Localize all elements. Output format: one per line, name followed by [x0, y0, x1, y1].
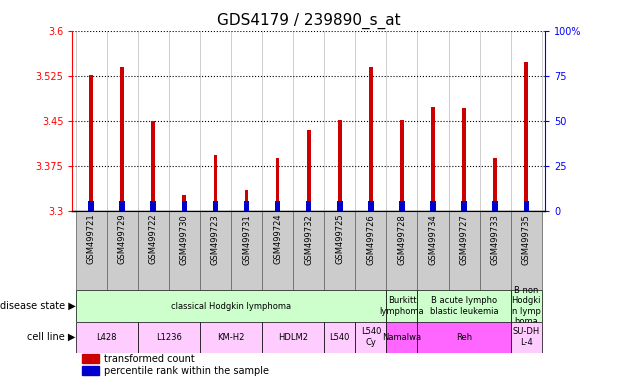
Bar	[493, 159, 497, 212]
Text: GSM499721: GSM499721	[86, 214, 96, 265]
Bar	[200, 212, 231, 290]
Text: GSM499724: GSM499724	[273, 214, 282, 265]
Text: GSM499722: GSM499722	[149, 214, 158, 265]
Bar	[120, 67, 124, 212]
Bar	[151, 200, 156, 212]
Text: L428: L428	[96, 333, 117, 342]
Bar	[138, 321, 200, 353]
Bar	[213, 200, 218, 212]
Bar	[399, 200, 404, 212]
Text: GSM499723: GSM499723	[211, 214, 220, 265]
Bar	[76, 212, 106, 290]
Bar	[151, 121, 155, 212]
Text: disease state ▶: disease state ▶	[0, 301, 76, 311]
Text: KM-H2: KM-H2	[217, 333, 244, 342]
Bar	[214, 156, 217, 212]
Bar	[338, 120, 341, 212]
Bar	[430, 200, 436, 212]
Bar	[368, 200, 374, 212]
Text: GSM499728: GSM499728	[398, 214, 406, 265]
Bar	[479, 212, 511, 290]
Bar	[386, 212, 418, 290]
Bar	[76, 321, 138, 353]
Bar	[337, 200, 343, 212]
Text: GSM499726: GSM499726	[367, 214, 375, 265]
Bar	[418, 290, 511, 321]
Bar	[138, 212, 169, 290]
Text: Burkitt
lymphoma: Burkitt lymphoma	[380, 296, 424, 316]
Text: GSM499732: GSM499732	[304, 214, 313, 265]
Bar	[262, 212, 293, 290]
Bar	[89, 75, 93, 212]
Bar	[511, 290, 542, 321]
Text: L1236: L1236	[156, 333, 181, 342]
Bar	[76, 290, 386, 321]
Bar	[355, 212, 386, 290]
Text: HDLM2: HDLM2	[278, 333, 308, 342]
Text: B non
Hodgki
n lymp
homa: B non Hodgki n lymp homa	[512, 286, 541, 326]
Text: Reh: Reh	[456, 333, 472, 342]
Bar	[262, 321, 324, 353]
Text: classical Hodgkin lymphoma: classical Hodgkin lymphoma	[171, 301, 291, 311]
Text: SU-DH
L-4: SU-DH L-4	[513, 328, 540, 347]
Text: percentile rank within the sample: percentile rank within the sample	[103, 366, 268, 376]
Bar	[386, 321, 418, 353]
Text: GSM499725: GSM499725	[335, 214, 344, 265]
Text: GSM499734: GSM499734	[428, 214, 438, 265]
Text: GSM499730: GSM499730	[180, 214, 189, 265]
Bar	[88, 200, 94, 212]
Bar	[461, 200, 467, 212]
Bar	[324, 212, 355, 290]
Bar	[418, 212, 449, 290]
Text: cell line ▶: cell line ▶	[27, 332, 76, 342]
Bar	[449, 212, 479, 290]
Text: transformed count: transformed count	[103, 354, 195, 364]
Bar	[82, 366, 99, 375]
Bar	[511, 212, 542, 290]
Bar	[231, 212, 262, 290]
Text: GSM499735: GSM499735	[522, 214, 531, 265]
Bar	[244, 190, 248, 212]
Text: GSM499733: GSM499733	[491, 214, 500, 265]
Bar	[493, 200, 498, 212]
Bar	[181, 200, 187, 212]
Bar	[106, 212, 138, 290]
Bar	[324, 321, 355, 353]
Bar	[183, 195, 186, 212]
Bar	[200, 321, 262, 353]
Bar	[276, 159, 280, 212]
Bar	[418, 321, 511, 353]
Text: Namalwa: Namalwa	[382, 333, 421, 342]
Bar	[293, 212, 324, 290]
Bar	[431, 107, 435, 212]
Bar	[511, 321, 542, 353]
Title: GDS4179 / 239890_s_at: GDS4179 / 239890_s_at	[217, 13, 401, 29]
Text: GSM499731: GSM499731	[242, 214, 251, 265]
Bar	[169, 212, 200, 290]
Bar	[524, 200, 529, 212]
Bar	[307, 130, 311, 212]
Text: GSM499727: GSM499727	[460, 214, 469, 265]
Bar	[400, 120, 404, 212]
Text: B acute lympho
blastic leukemia: B acute lympho blastic leukemia	[430, 296, 498, 316]
Bar	[275, 200, 280, 212]
Bar	[386, 290, 418, 321]
Bar	[82, 354, 99, 363]
Bar	[462, 108, 466, 212]
Bar	[369, 67, 373, 212]
Text: GSM499729: GSM499729	[118, 214, 127, 265]
Bar	[306, 200, 311, 212]
Bar	[524, 62, 528, 212]
Bar	[244, 200, 249, 212]
Text: L540
Cy: L540 Cy	[361, 328, 381, 347]
Text: L540: L540	[329, 333, 350, 342]
Bar	[120, 200, 125, 212]
Bar	[355, 321, 386, 353]
